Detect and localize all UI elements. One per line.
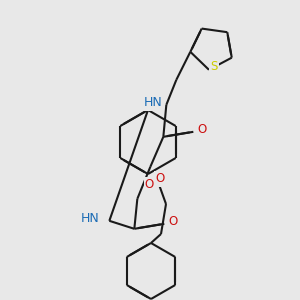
Text: S: S [210, 60, 218, 73]
Text: O: O [198, 123, 207, 136]
Text: O: O [145, 178, 154, 191]
Text: O: O [169, 215, 178, 228]
Text: HN: HN [144, 96, 162, 109]
Text: O: O [155, 172, 165, 185]
Text: HN: HN [81, 212, 99, 225]
